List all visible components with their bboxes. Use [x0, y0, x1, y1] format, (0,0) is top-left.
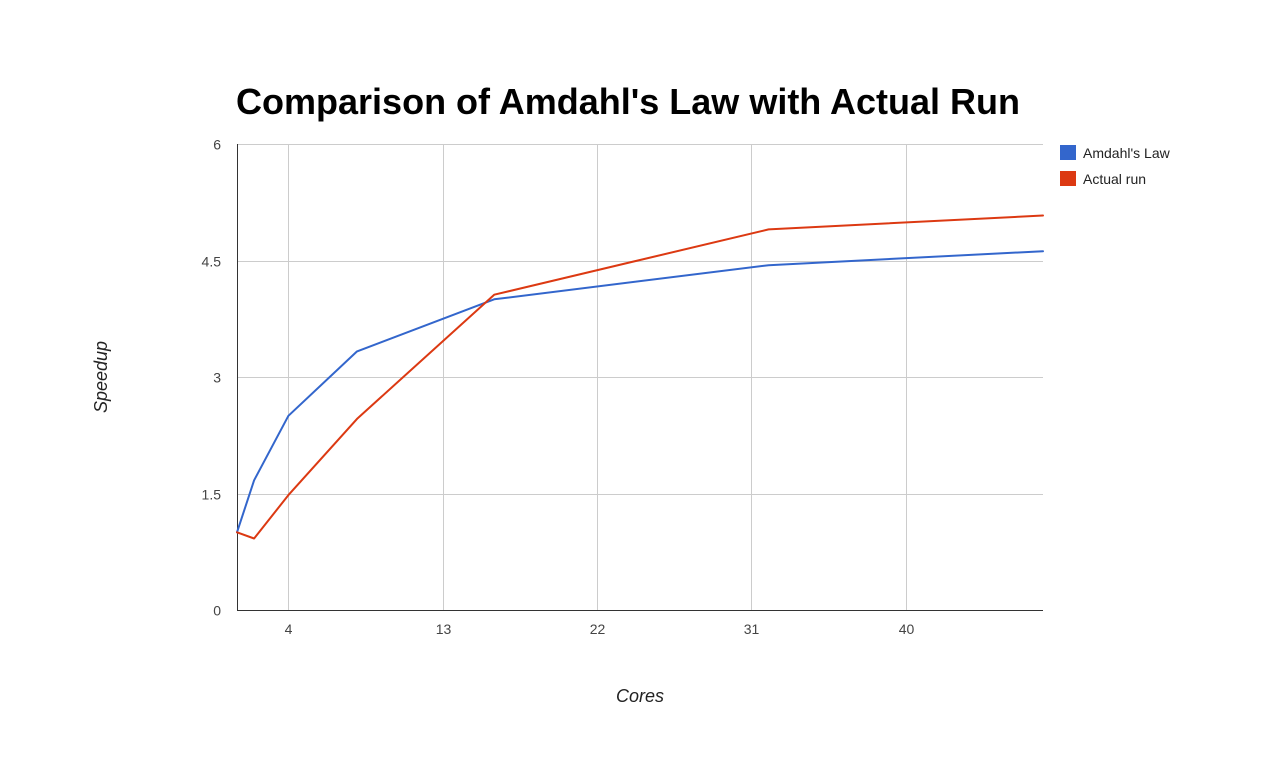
tick-labels: 0 1.5 3 4.5 6 4 13 22 31 40: [202, 137, 915, 638]
x-tick-label: 22: [590, 621, 606, 637]
legend-label: Amdahl's Law: [1083, 145, 1171, 161]
x-tick-label: 13: [436, 621, 452, 637]
series-line-2: [236, 214, 1044, 540]
legend-swatch: [1060, 171, 1076, 186]
x-tick-label: 31: [744, 621, 760, 637]
y-tick-label: 4.5: [202, 254, 222, 270]
y-tick-label: 0: [213, 603, 221, 619]
y-axis-title: Speedup: [91, 341, 111, 413]
chart-title: Comparison of Amdahl's Law with Actual R…: [236, 81, 1020, 122]
series-lines: [236, 214, 1044, 540]
y-tick-label: 6: [213, 137, 221, 153]
legend-swatch: [1060, 145, 1076, 160]
y-tick-label: 3: [213, 370, 221, 386]
x-tick-label: 4: [285, 621, 293, 637]
series-line-1: [236, 250, 1044, 534]
gridlines: [237, 144, 1043, 611]
x-axis-title: Cores: [616, 686, 664, 706]
legend-label: Actual run: [1083, 171, 1146, 187]
y-tick-label: 1.5: [202, 487, 222, 503]
x-tick-label: 40: [899, 621, 915, 637]
legend: Amdahl's Law Actual run: [1060, 145, 1171, 187]
